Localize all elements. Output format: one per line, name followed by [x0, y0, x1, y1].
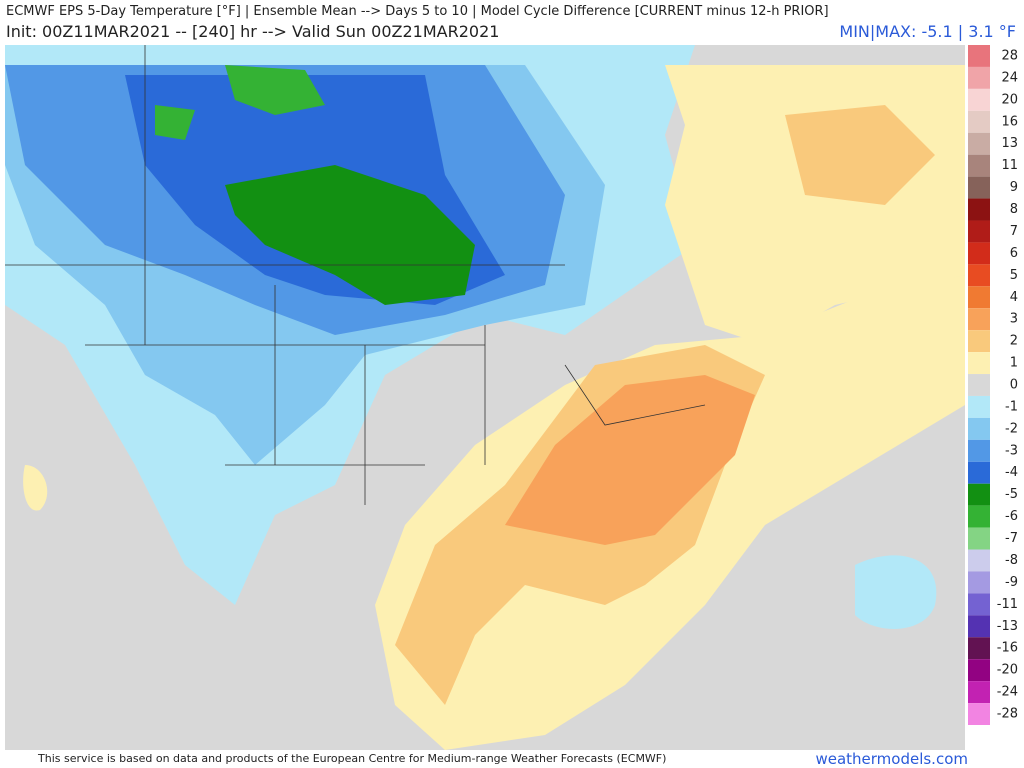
colorbar-label: -6	[1005, 509, 1018, 524]
colorbar-swatch	[968, 461, 990, 484]
colorbar-label: -16	[997, 641, 1018, 656]
colorbar-swatch	[968, 198, 990, 221]
colorbar-swatch	[968, 395, 990, 418]
colorbar-label: 3	[1010, 312, 1018, 327]
colorbar-swatch	[968, 264, 990, 287]
colorbar-swatch	[968, 681, 990, 704]
colorbar-swatch	[968, 417, 990, 440]
colorbar-label: -24	[997, 685, 1018, 700]
colorbar-label: -9	[1005, 575, 1018, 590]
colorbar-swatch	[968, 220, 990, 243]
colorbar-swatch	[968, 88, 990, 111]
colorbar-label: 9	[1010, 180, 1018, 195]
site-link[interactable]: weathermodels.com	[815, 750, 968, 768]
colorbar-swatch	[968, 549, 990, 572]
min-max: MIN|MAX: -5.1 | 3.1 °F	[839, 22, 1016, 41]
colorbar-label: 0	[1010, 378, 1018, 393]
colorbar-label: -1	[1005, 399, 1018, 414]
colorbar-swatch	[968, 505, 990, 528]
colorbar-swatch	[968, 110, 990, 133]
subtitle: Init: 00Z11MAR2021 -- [240] hr --> Valid…	[6, 22, 500, 41]
colorbar-label: 4	[1010, 290, 1018, 305]
colorbar-swatch	[968, 352, 990, 375]
colorbar-label: 28	[1001, 48, 1018, 63]
colorbar-swatch	[968, 637, 990, 660]
colorbar-swatch	[968, 132, 990, 155]
colorbar-swatch	[968, 242, 990, 265]
colorbar-swatch	[968, 571, 990, 594]
colorbar-label: 20	[1001, 92, 1018, 107]
colorbar-swatch	[968, 659, 990, 682]
colorbar-label: 7	[1010, 224, 1018, 239]
colorbar-swatch	[968, 615, 990, 638]
colorbar-label: -11	[997, 597, 1018, 612]
colorbar-swatch	[968, 286, 990, 309]
colorbar-label: -4	[1005, 465, 1018, 480]
colorbar: 28 24 20 16 13 11 9 8 7 6 5 4 3 2 1 0 -1 -2 -3 -4 -5 -6 -7 -8 -9…	[968, 45, 1018, 725]
colorbar-label: 6	[1010, 246, 1018, 261]
colorbar-label: -13	[997, 619, 1018, 634]
colorbar-swatch	[968, 66, 990, 89]
colorbar-label: -20	[997, 663, 1018, 678]
colorbar-label: -7	[1005, 531, 1018, 546]
colorbar-swatch	[968, 483, 990, 506]
colorbar-swatch	[968, 374, 990, 396]
colorbar-swatch	[968, 308, 990, 331]
colorbar-swatch	[968, 703, 990, 725]
colorbar-label: -3	[1005, 443, 1018, 458]
colorbar-label: -5	[1005, 487, 1018, 502]
colorbar-label: 8	[1010, 202, 1018, 217]
footer-text: This service is based on data and produc…	[38, 752, 667, 765]
colorbar-label: 5	[1010, 268, 1018, 283]
colorbar-label: -2	[1005, 421, 1018, 436]
colorbar-swatch	[968, 527, 990, 550]
colorbar-swatch	[968, 330, 990, 353]
title: ECMWF EPS 5-Day Temperature [°F] | Ensem…	[6, 4, 829, 19]
colorbar-swatch	[968, 45, 990, 67]
colorbar-label: 11	[1001, 158, 1018, 173]
colorbar-swatch	[968, 176, 990, 199]
colorbar-label: 1	[1010, 356, 1018, 371]
colorbar-label: 13	[1001, 136, 1018, 151]
colorbar-label: -8	[1005, 553, 1018, 568]
colorbar-swatch	[968, 439, 990, 462]
colorbar-label: -28	[997, 707, 1018, 722]
colorbar-label: 2	[1010, 334, 1018, 349]
colorbar-label: 16	[1001, 114, 1018, 129]
map	[5, 45, 965, 750]
colorbar-swatch	[968, 154, 990, 177]
colorbar-label: 24	[1001, 70, 1018, 85]
colorbar-swatch	[968, 593, 990, 616]
